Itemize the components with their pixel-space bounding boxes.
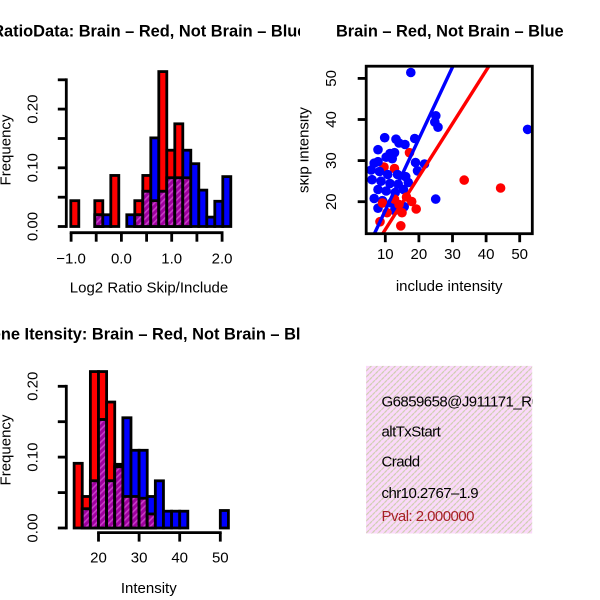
svg-text:chr10.2767–1.9: chr10.2767–1.9 [382, 485, 479, 502]
svg-text:G6859658@J911171_R01: G6859658@J911171_R01 [382, 394, 548, 411]
svg-text:0.0: 0.0 [111, 251, 132, 268]
svg-text:Intensity: Intensity [121, 580, 177, 597]
svg-text:40: 40 [478, 246, 495, 263]
svg-text:skip intensity: skip intensity [296, 107, 313, 193]
svg-text:Frequency: Frequency [0, 114, 15, 185]
svg-text:Frequency: Frequency [0, 414, 15, 485]
svg-text:1.0: 1.0 [161, 251, 182, 268]
svg-text:10: 10 [377, 246, 394, 263]
svg-text:Cradd: Cradd [382, 454, 420, 471]
svg-text:30: 30 [444, 246, 461, 263]
svg-text:50: 50 [511, 246, 528, 263]
svg-text:0.10: 0.10 [25, 153, 42, 182]
svg-text:30: 30 [131, 550, 148, 567]
svg-text:0.00: 0.00 [25, 513, 42, 542]
svg-text:2.0: 2.0 [212, 251, 233, 268]
svg-text:−1.0: −1.0 [56, 251, 86, 268]
svg-text:20: 20 [323, 193, 340, 210]
svg-text:RatioData: Brain – Red, Not Br: RatioData: Brain – Red, Not Brain – Blue [0, 23, 306, 41]
svg-text:0.00: 0.00 [25, 212, 42, 241]
svg-text:altTxStart: altTxStart [382, 424, 442, 441]
svg-text:0.20: 0.20 [25, 94, 42, 123]
svg-text:30: 30 [323, 152, 340, 169]
svg-text:Gene Itensity: Brain – Red, No: Gene Itensity: Brain – Red, Not Brain – … [0, 326, 320, 344]
svg-text:40: 40 [171, 550, 188, 567]
svg-text:20: 20 [411, 246, 428, 263]
svg-text:50: 50 [212, 550, 229, 567]
svg-text:20: 20 [90, 550, 107, 567]
svg-text:Brain – Red, Not Brain – Blue: Brain – Red, Not Brain – Blue [336, 23, 564, 41]
svg-text:include intensity: include intensity [396, 278, 503, 295]
svg-text:Pval: 2.000000: Pval: 2.000000 [382, 508, 475, 525]
svg-text:50: 50 [323, 70, 340, 87]
svg-text:0.10: 0.10 [25, 442, 42, 471]
svg-text:Log2 Ratio Skip/Include: Log2 Ratio Skip/Include [70, 280, 228, 297]
svg-text:0.20: 0.20 [25, 372, 42, 401]
svg-text:40: 40 [323, 111, 340, 128]
